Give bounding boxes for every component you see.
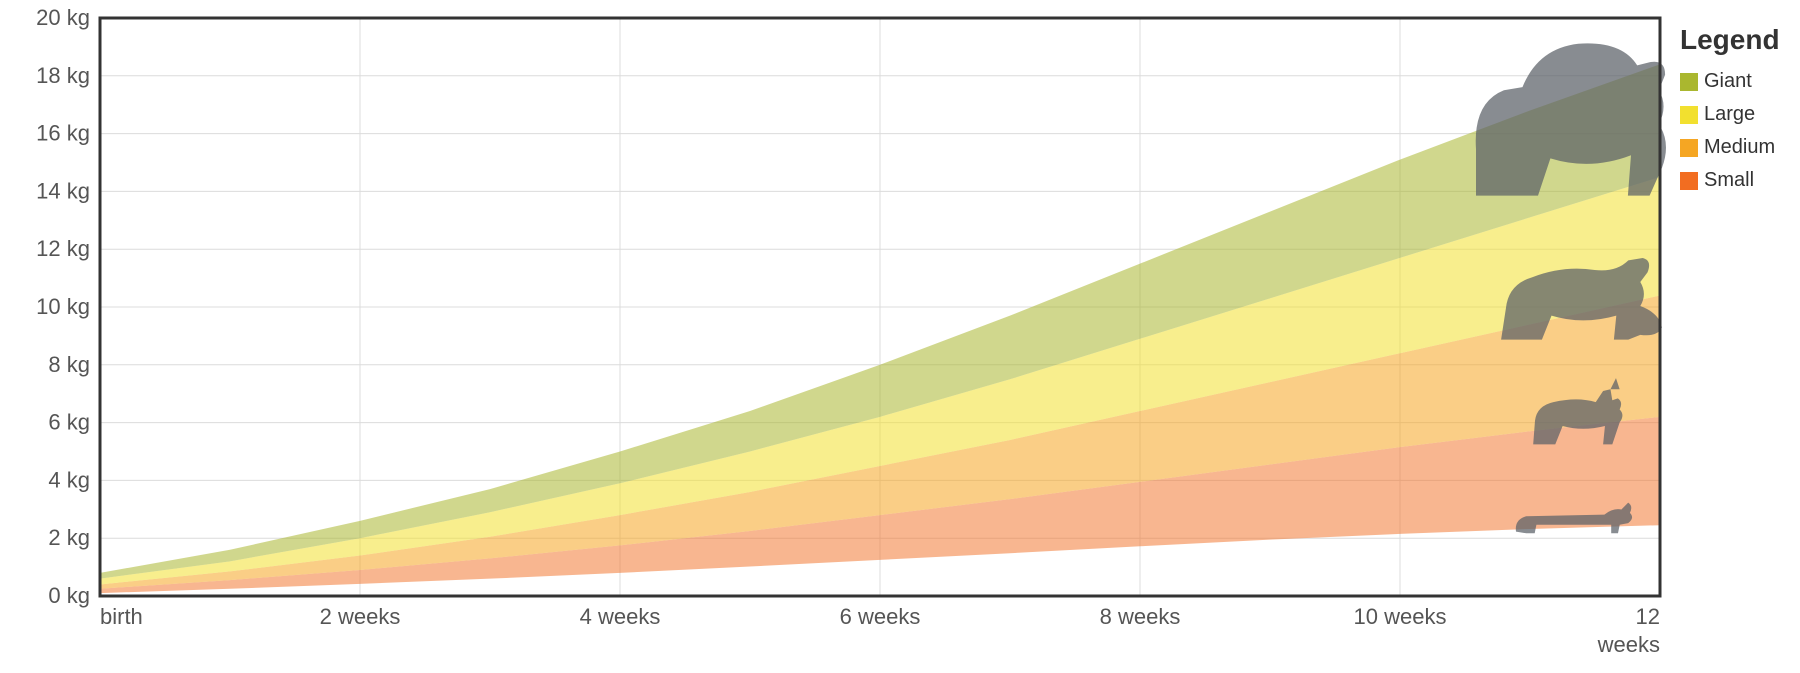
x-tick-label: 2 weeks [320, 604, 401, 629]
legend-swatch [1680, 73, 1698, 91]
legend-swatch [1680, 172, 1698, 190]
x-tick-label: 12 [1636, 604, 1660, 629]
x-trailing-label: weeks [1597, 632, 1660, 657]
x-tick-label: birth [100, 604, 143, 629]
legend-label: Giant [1704, 70, 1752, 93]
y-tick-label: 8 kg [48, 352, 90, 377]
growth-area-chart: 0 kg 2 kg 4 kg 6 kg 8 kg 10 kg 12 kg 14 kg 16 kg… [0, 0, 1800, 673]
y-tick-label: 2 kg [48, 525, 90, 550]
legend-swatch [1680, 139, 1698, 157]
legend: Legend Giant Large Medium Small [1680, 24, 1780, 192]
x-tick-label: 4 weeks [580, 604, 661, 629]
y-tick-label: 12 kg [36, 236, 90, 261]
y-tick-label: 18 kg [36, 63, 90, 88]
chart-container: 0 kg 2 kg 4 kg 6 kg 8 kg 10 kg 12 kg 14 kg 16 kg… [0, 0, 1800, 673]
legend-label: Small [1704, 169, 1754, 192]
y-tick-label: 10 kg [36, 294, 90, 319]
legend-item: Large [1680, 103, 1780, 126]
legend-label: Large [1704, 103, 1755, 126]
legend-items: Giant Large Medium Small [1680, 70, 1780, 192]
y-tick-label: 0 kg [48, 583, 90, 608]
y-tick-label: 4 kg [48, 467, 90, 492]
y-tick-label: 6 kg [48, 410, 90, 435]
y-tick-label: 16 kg [36, 121, 90, 146]
y-tick-label: 20 kg [36, 5, 90, 30]
y-tick-label: 14 kg [36, 178, 90, 203]
x-tick-label: 8 weeks [1100, 604, 1181, 629]
x-tick-label: 6 weeks [840, 604, 921, 629]
x-tick-label: 10 weeks [1354, 604, 1447, 629]
legend-title: Legend [1680, 24, 1780, 56]
legend-item: Medium [1680, 136, 1780, 159]
legend-item: Giant [1680, 70, 1780, 93]
legend-swatch [1680, 106, 1698, 124]
legend-label: Medium [1704, 136, 1775, 159]
legend-item: Small [1680, 169, 1780, 192]
